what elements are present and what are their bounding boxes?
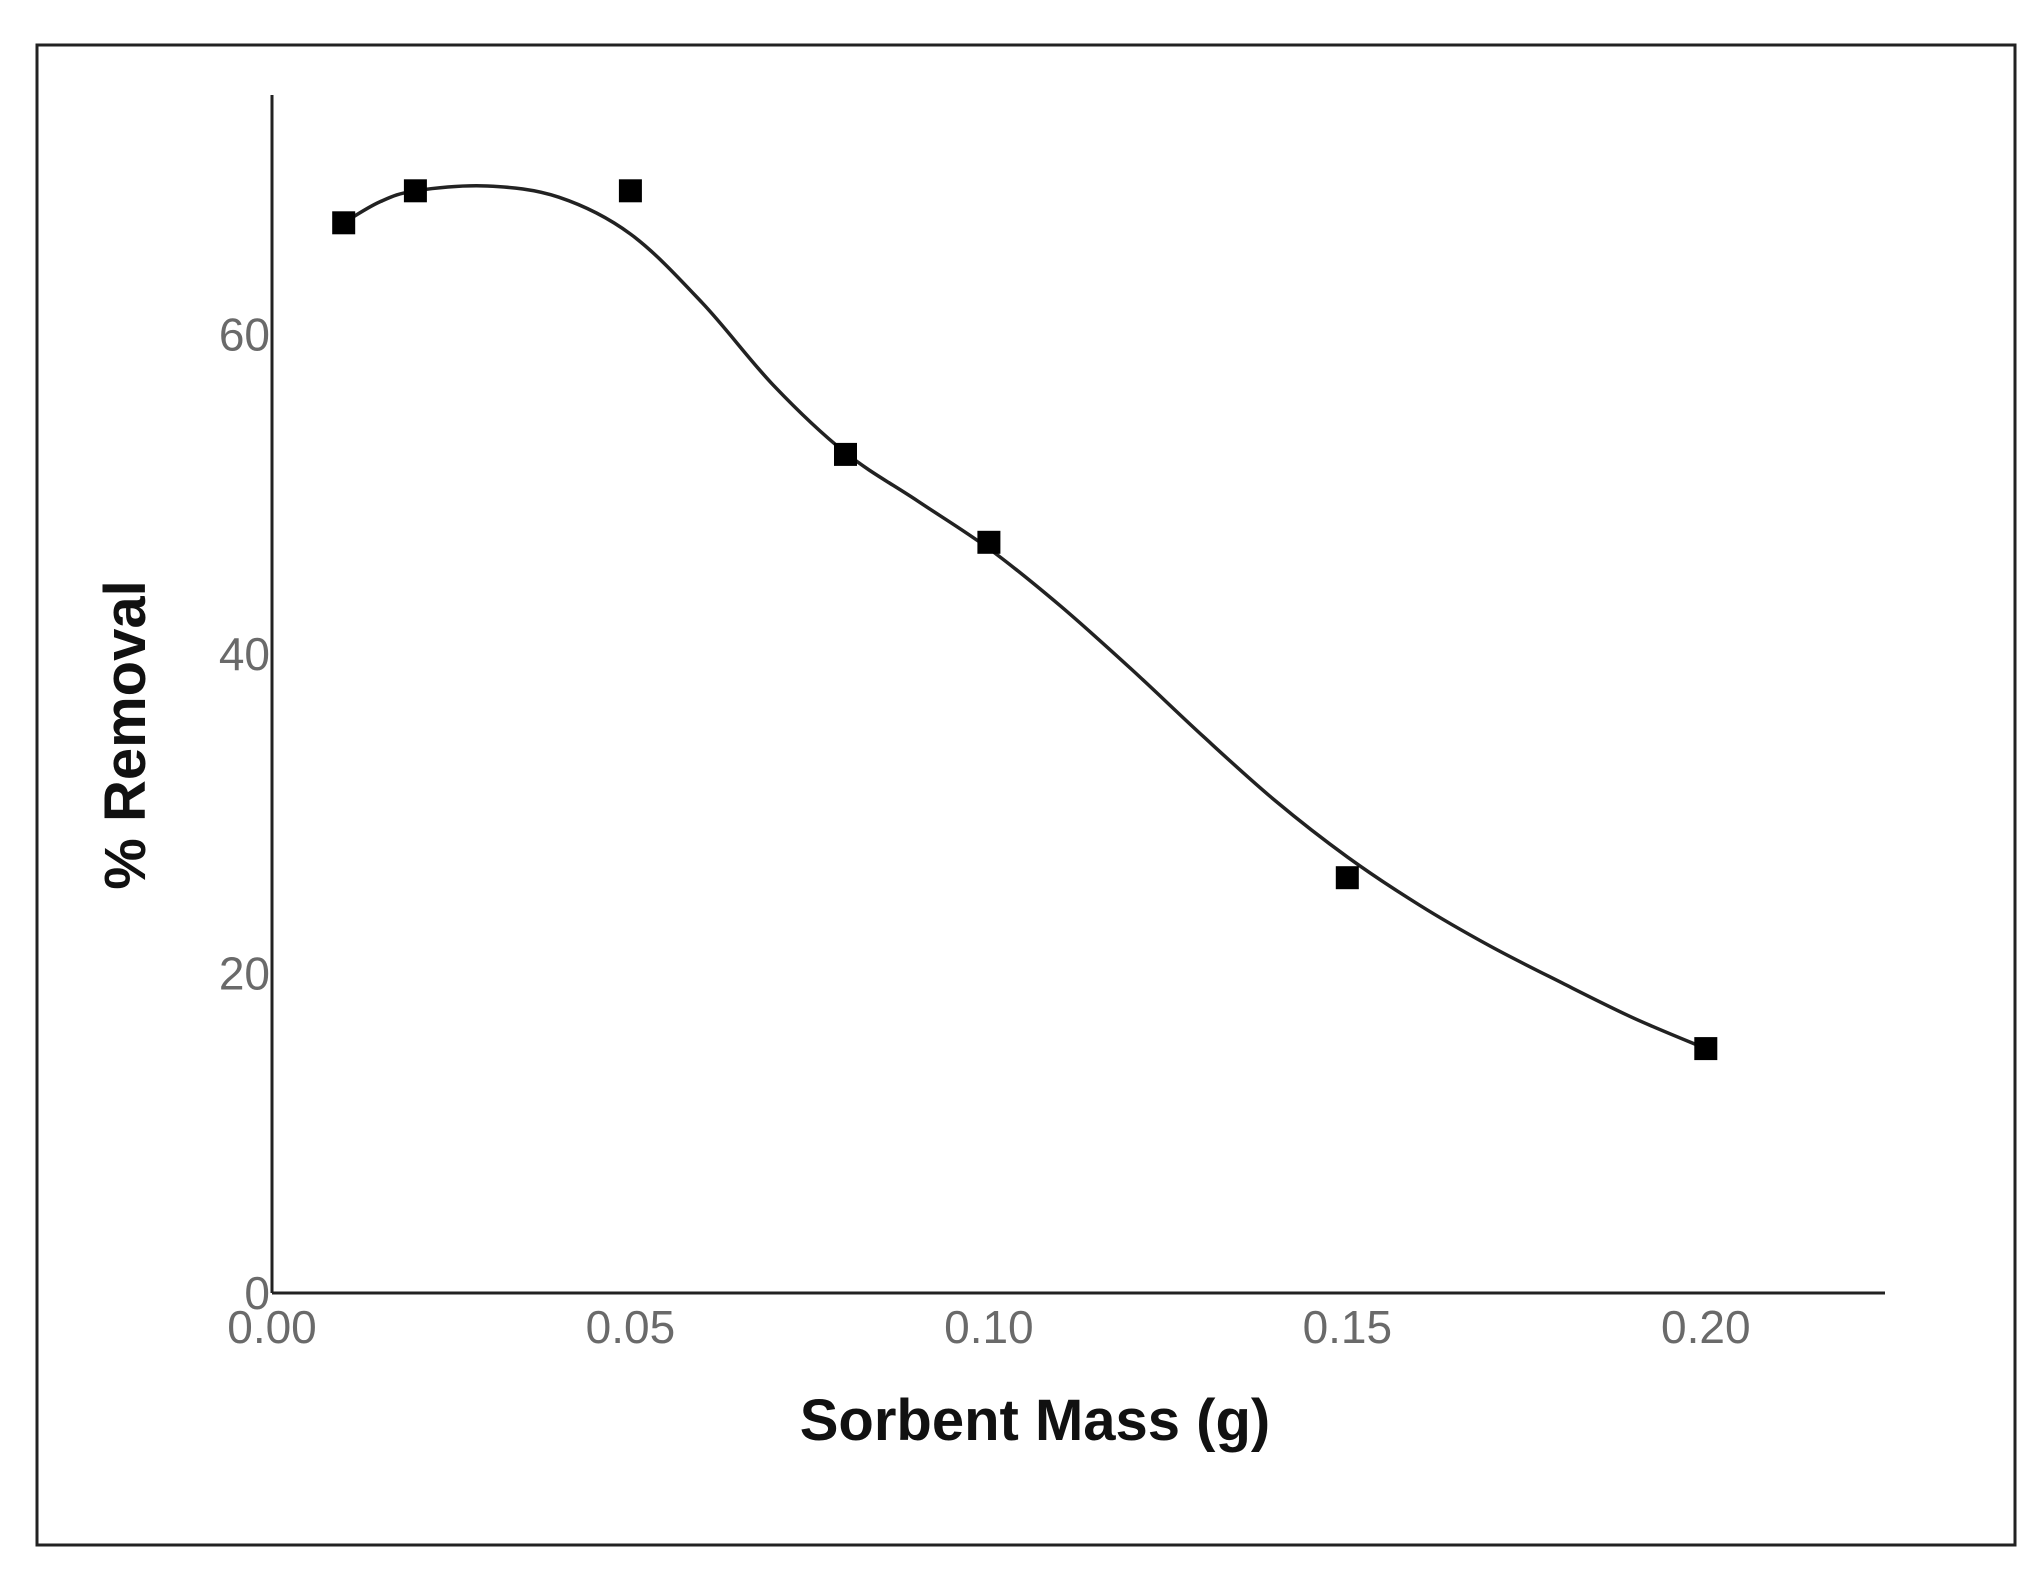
data-point [834, 442, 857, 466]
y-tick-label: 60 [219, 309, 270, 361]
y-tick-label: 40 [219, 628, 270, 680]
data-point [1694, 1037, 1718, 1061]
chart-frame [35, 43, 2017, 1547]
data-points [332, 179, 1718, 1061]
x-tick-label: 0.00 [227, 1301, 317, 1353]
y-tick-labels: 0 20 40 60 [219, 309, 270, 1319]
x-tick-label: 0.10 [944, 1301, 1034, 1353]
data-point [1335, 866, 1359, 890]
x-tick-label: 0.20 [1661, 1301, 1751, 1353]
y-tick-label: 20 [219, 948, 270, 1000]
x-tick-labels: 0.00 0.05 0.10 0.15 0.20 [227, 1301, 1750, 1353]
data-point [332, 211, 356, 235]
data-point [403, 179, 427, 203]
data-point [977, 530, 1001, 554]
x-axis-title: Sorbent Mass (g) [800, 1388, 1271, 1453]
x-tick-label: 0.05 [586, 1301, 676, 1353]
y-axis-title: % Removal [93, 580, 158, 889]
data-point [618, 179, 642, 203]
x-tick-label: 0.15 [1303, 1301, 1393, 1353]
y-tick-label: 0 [244, 1267, 270, 1319]
